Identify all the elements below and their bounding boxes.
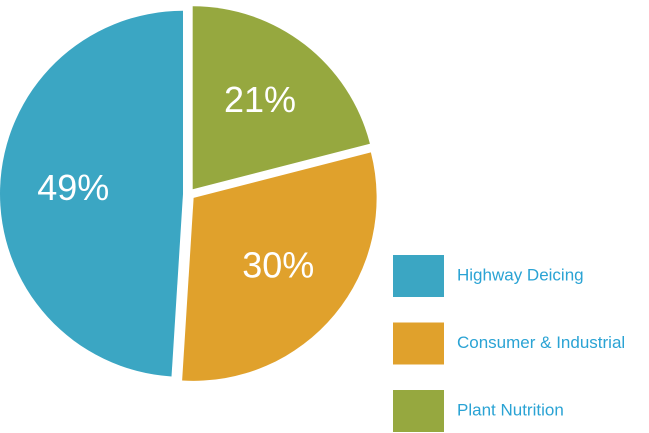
slice-label: 21% bbox=[224, 79, 296, 120]
pie-slice bbox=[182, 152, 377, 381]
legend-label: Consumer & Industrial bbox=[457, 333, 625, 352]
legend-swatch bbox=[393, 255, 444, 297]
slice-label: 30% bbox=[242, 244, 314, 285]
pie-slice bbox=[192, 6, 370, 190]
slice-label: 49% bbox=[37, 167, 109, 208]
legend-label: Plant Nutrition bbox=[457, 400, 564, 419]
legend-swatch bbox=[393, 322, 444, 365]
legend-swatch bbox=[393, 390, 444, 432]
legend-label: Highway Deicing bbox=[457, 265, 584, 284]
pie-slice bbox=[0, 10, 184, 377]
